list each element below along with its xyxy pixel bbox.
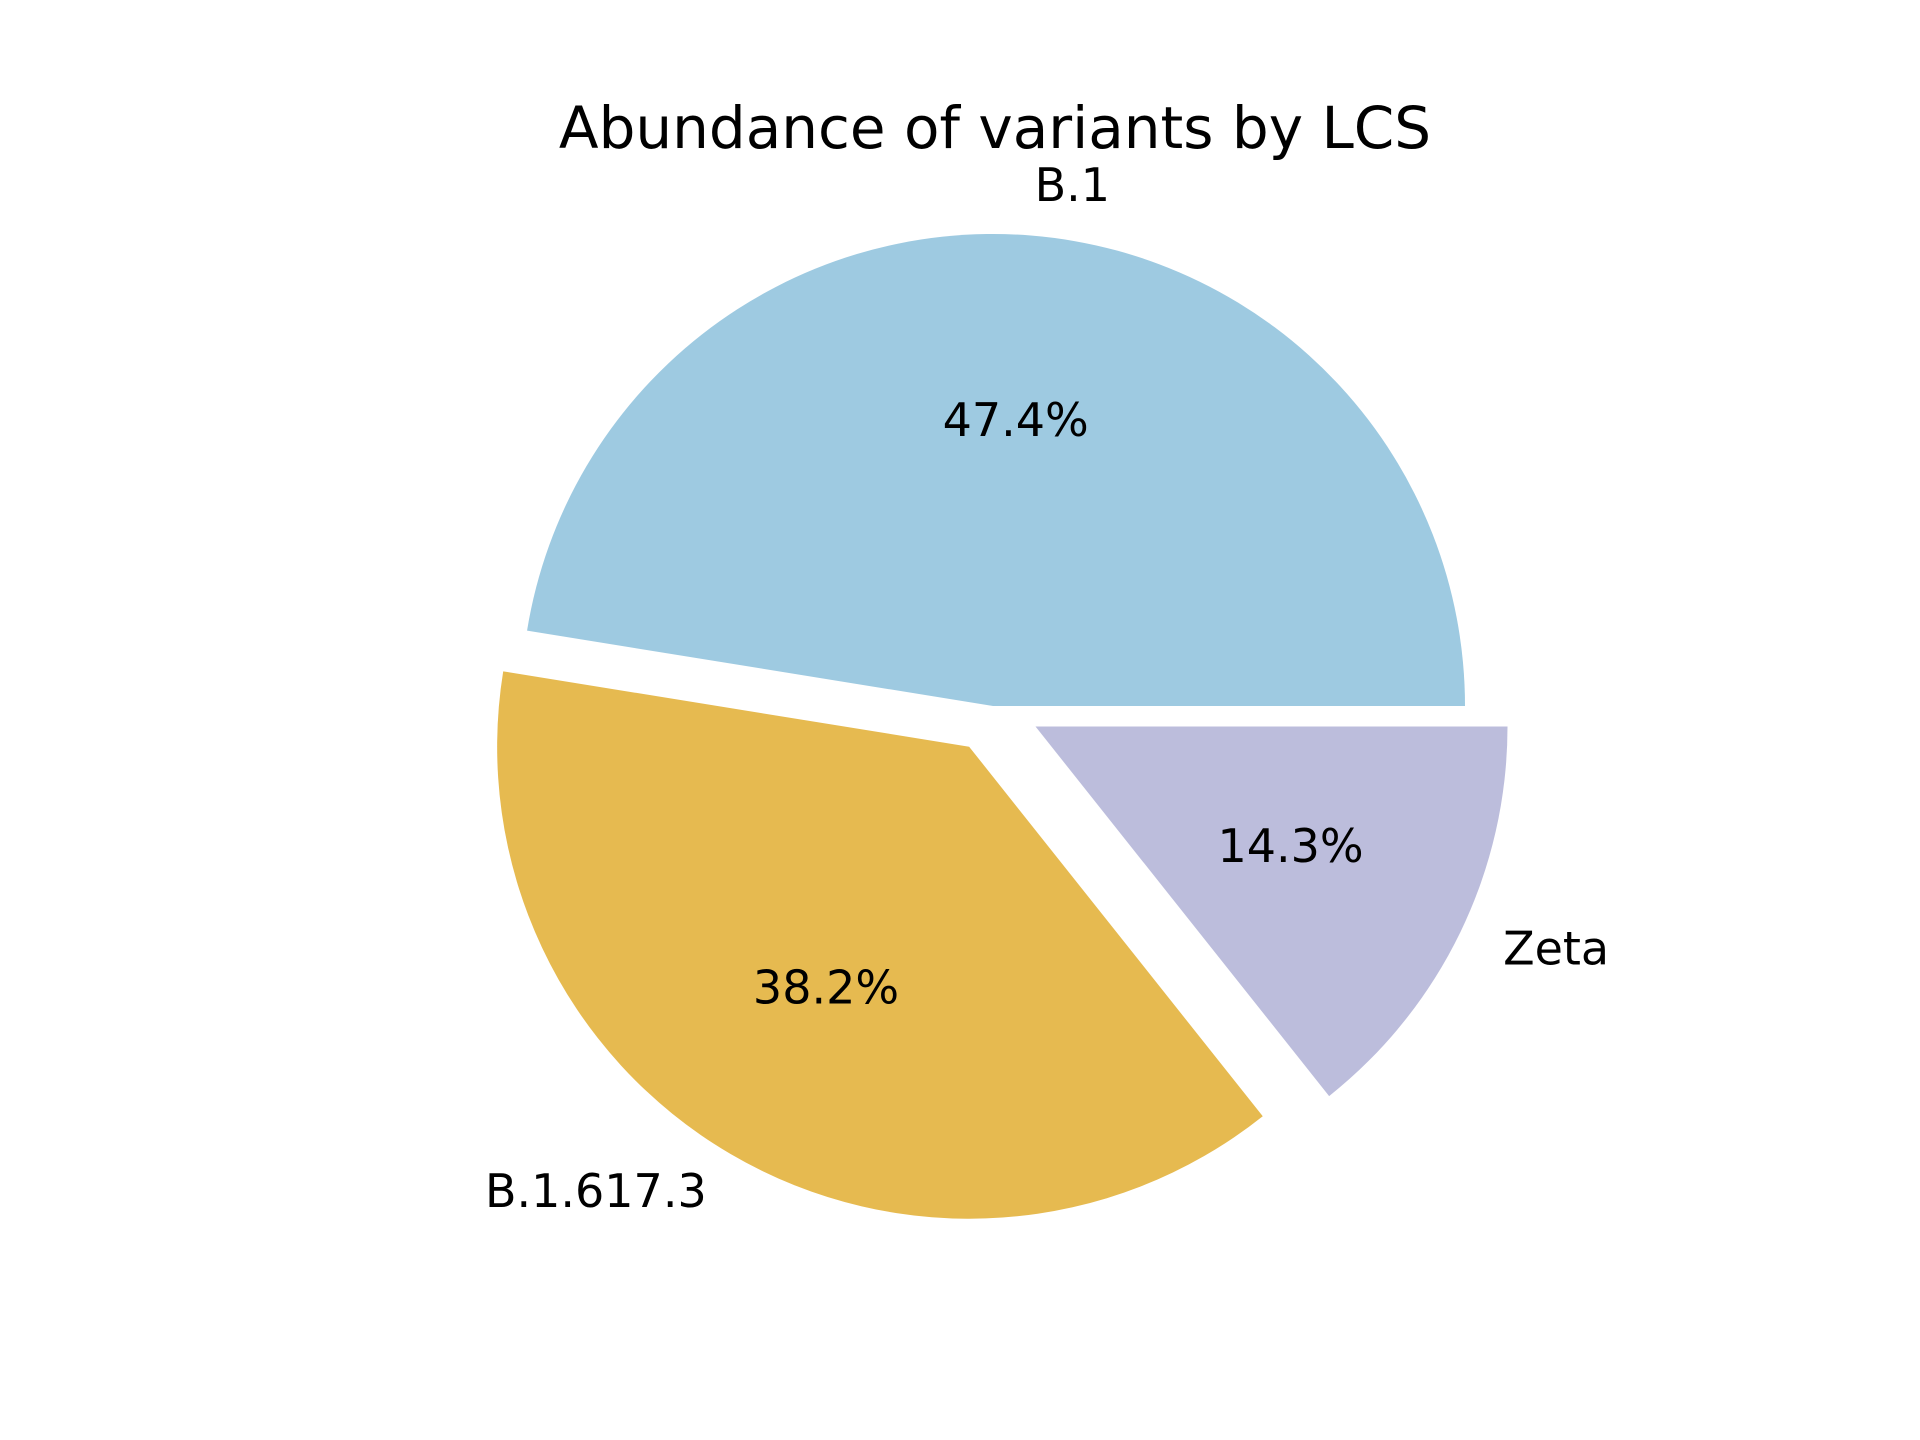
pie-slice-b-1 <box>527 233 1465 706</box>
slice-percentage-label: 14.3% <box>1217 819 1363 873</box>
chart-title: Abundance of variants by LCS <box>559 94 1431 162</box>
slice-label: B.1 <box>1035 158 1110 212</box>
pie-slice-zeta <box>1035 726 1508 1097</box>
slice-percentage-label: 47.4% <box>943 393 1089 447</box>
pie-slice-b-1-617-3 <box>497 671 1263 1219</box>
pie-slices <box>497 233 1508 1219</box>
pie-labels: B.1 47.4% B.1.617.3 38.2% Zeta 14.3% <box>485 158 1609 1218</box>
slice-label: B.1.617.3 <box>485 1164 707 1218</box>
slice-percentage-label: 38.2% <box>753 961 899 1015</box>
slice-label: Zeta <box>1503 922 1609 976</box>
